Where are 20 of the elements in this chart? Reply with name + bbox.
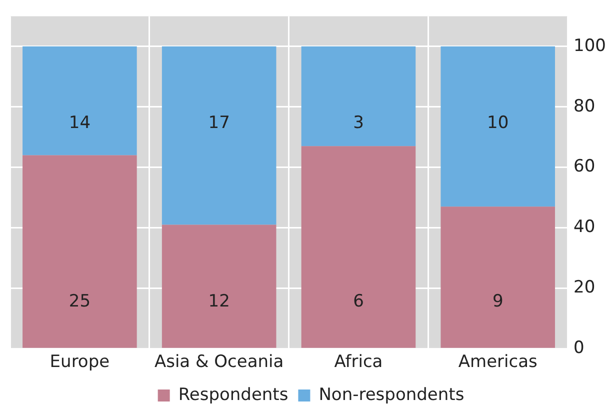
annotation: 17 (208, 112, 230, 133)
annotation: 14 (68, 112, 91, 133)
annotation: 9 (492, 291, 504, 312)
annotation: 6 (353, 291, 364, 312)
y-tick-label: 40 (574, 217, 596, 238)
x-tick-label: Europe (50, 352, 110, 372)
x-tick-label: Asia & Oceania (154, 352, 284, 372)
legend-label: Respondents (178, 384, 288, 405)
annotation: 3 (353, 112, 364, 133)
y-tick-label: 20 (574, 278, 596, 298)
annotation: 12 (208, 291, 230, 312)
x-tick-label: Africa (334, 352, 383, 372)
annotation: 25 (68, 291, 91, 312)
y-tick-label: 80 (574, 96, 596, 116)
legend-label: Non-respondents (318, 384, 464, 405)
x-tick-label: Americas (458, 352, 538, 372)
annotation: 10 (487, 112, 509, 133)
y-tick-label: 60 (574, 156, 596, 177)
y-tick-label: 0 (574, 338, 584, 358)
y-tick-label: 100 (574, 36, 606, 56)
